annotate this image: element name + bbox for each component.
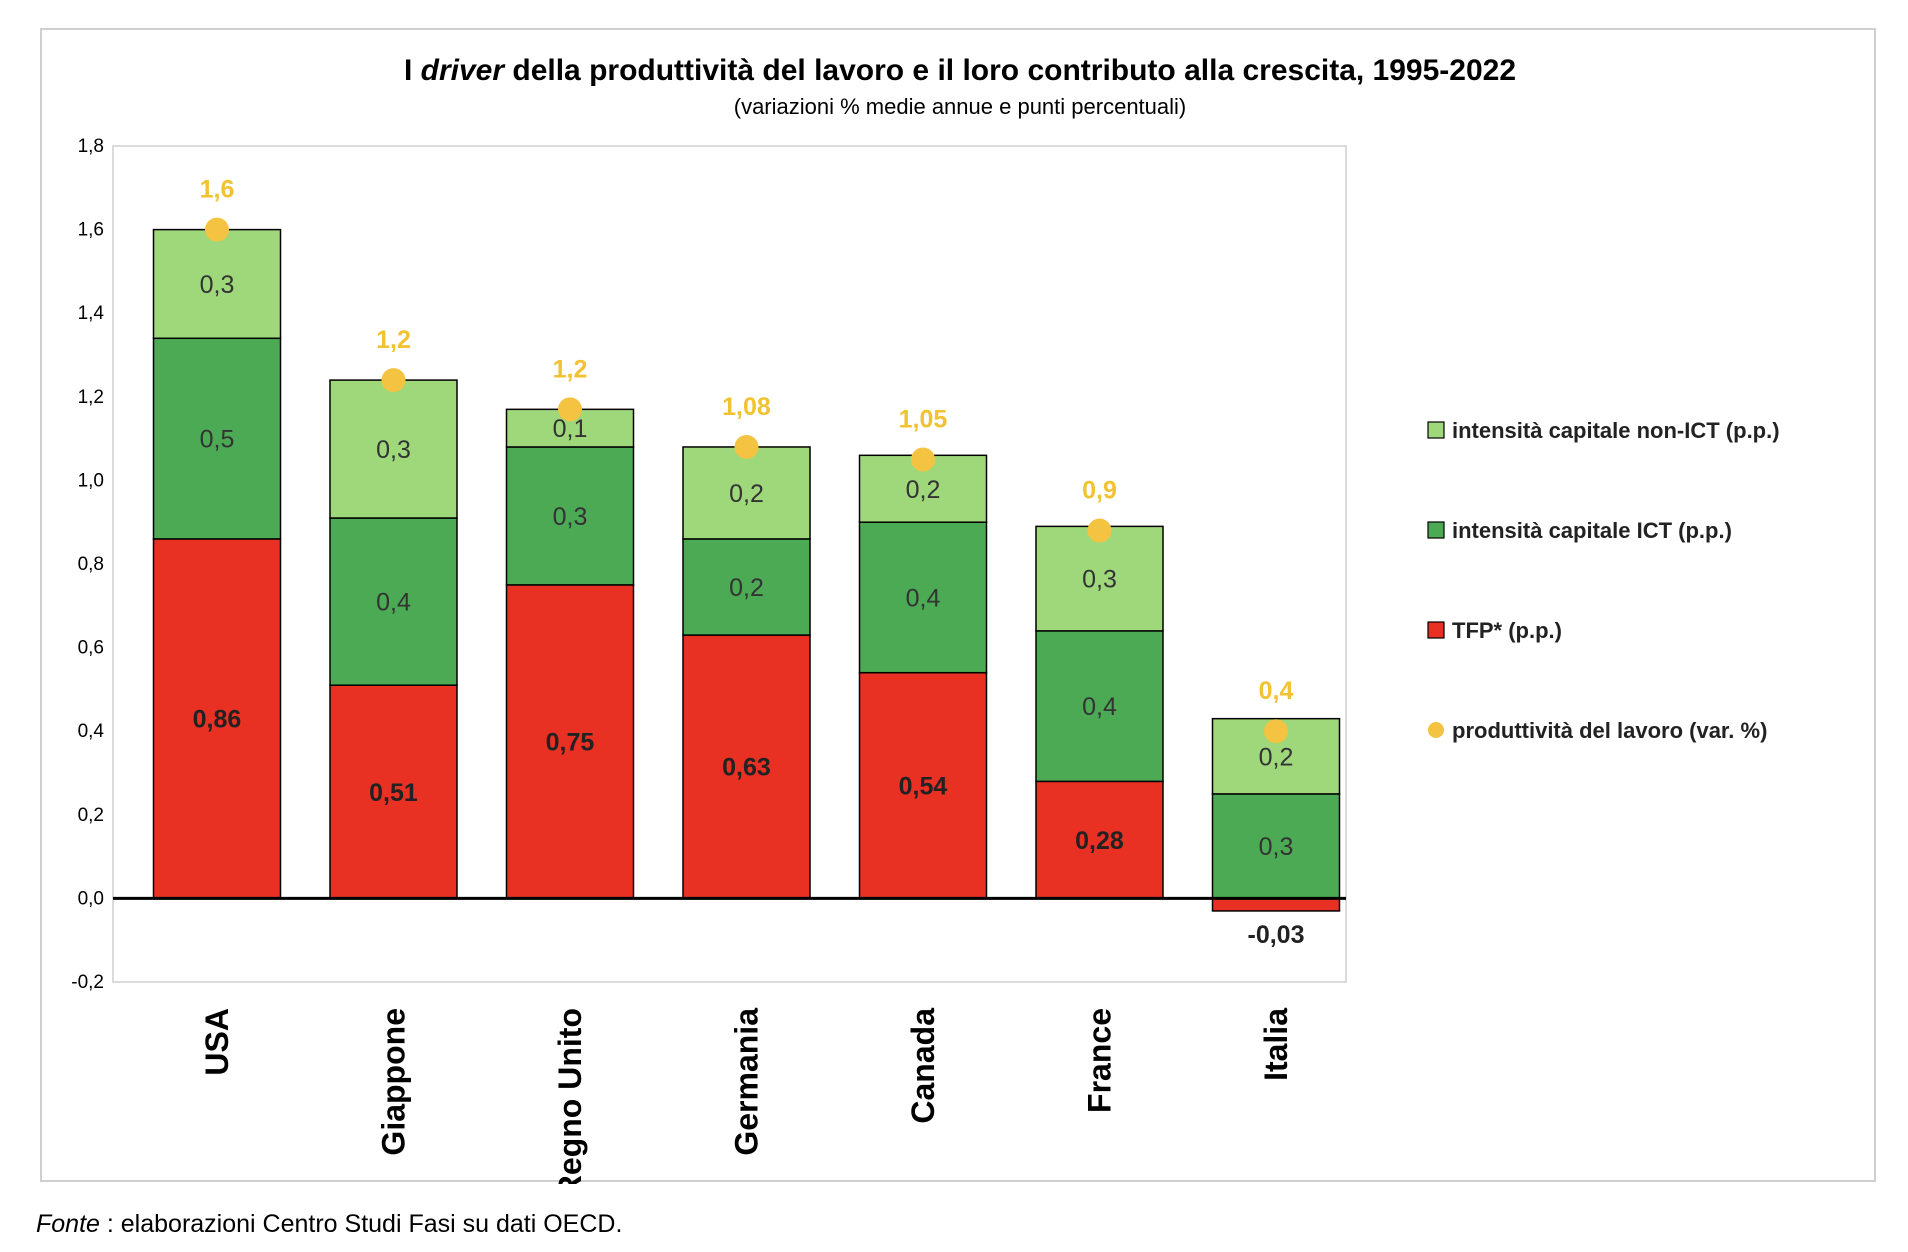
bar-segment <box>858 521 988 674</box>
segment-value-label: 0,3 <box>553 503 588 531</box>
bar-segment <box>682 634 811 900</box>
segment-value-label: 0,63 <box>722 754 771 782</box>
legend-swatch <box>1427 521 1445 539</box>
segment-value-label: 0,51 <box>369 779 418 807</box>
legend-swatch <box>1427 421 1445 439</box>
bar-segment <box>505 584 635 900</box>
y-tick-label: 1,4 <box>78 303 105 324</box>
segment-value-label: 0,5 <box>200 426 235 454</box>
source-text: : elaborazioni Centro Studi Fasi su dati… <box>99 1210 623 1238</box>
y-tick-label: 1,0 <box>78 470 104 491</box>
segment-value-label: 0,4 <box>1082 693 1117 721</box>
y-tick-label: 1,6 <box>78 220 104 241</box>
segment-value-label: 0,3 <box>1082 566 1117 594</box>
bar-segment <box>329 684 458 900</box>
y-tick-label: -0,2 <box>71 972 104 993</box>
title-part-2: della produttività del lavoro e il loro … <box>504 54 1516 87</box>
chart-subtitle: (variazioni % medie annue e punti percen… <box>734 94 1186 119</box>
source-note: Fonte : elaborazioni Centro Studi Fasi s… <box>36 1210 622 1239</box>
legend-label: TFP* (p.p.) <box>1452 618 1562 643</box>
chart-title: I driver della produttività del lavoro e… <box>404 54 1516 87</box>
chart-svg: I driver della produttività del lavoro e… <box>71 54 1780 1184</box>
productivity-label: 1,05 <box>899 406 948 434</box>
bar-segment <box>505 446 635 586</box>
productivity-marker <box>558 397 582 422</box>
segment-value-label: 0,3 <box>1259 833 1294 861</box>
segment-value-label: 0,2 <box>729 480 764 508</box>
segment-labels: 0,860,50,30,510,40,30,750,30,10,630,20,2… <box>193 271 1305 949</box>
legend-label: produttività del lavoro (var. %) <box>1452 718 1767 743</box>
productivity-label: 1,2 <box>553 355 588 383</box>
segment-value-label: 0,86 <box>193 706 242 734</box>
segment-value-label: 0,4 <box>906 584 941 612</box>
y-tick-label: 0,6 <box>78 638 104 659</box>
segment-value-label: 0,54 <box>899 773 948 801</box>
x-tick-label: Germania <box>729 1008 765 1156</box>
segment-value-label: 0,3 <box>376 436 411 464</box>
bar-segment <box>329 379 458 519</box>
bar-segment <box>858 671 988 900</box>
legend-label: intensità capitale non-ICT (p.p.) <box>1452 418 1780 443</box>
segment-value-label: 0,2 <box>729 574 764 602</box>
productivity-label: 1,2 <box>376 326 411 354</box>
source-label: Fonte <box>36 1210 100 1238</box>
segment-value-label: 0,2 <box>1259 743 1294 771</box>
productivity-label: 0,4 <box>1259 677 1294 705</box>
y-tick-label: 1,8 <box>78 136 104 157</box>
segment-value-label: 0,3 <box>200 271 235 299</box>
productivity-marker <box>381 368 406 393</box>
bar-segment <box>329 517 458 686</box>
y-axis: -0,2 0,0 0,2 0,4 0,6 0,8 1,0 1,2 1,4 1,6 1,8 <box>71 136 104 993</box>
legend: intensità capitale non-ICT (p.p.) intensi… <box>1427 418 1780 743</box>
bar-segment <box>1211 897 1341 912</box>
legend-swatch <box>1427 621 1445 639</box>
x-axis: USA Giappone Regno Unito Germania Canada Fran… <box>199 1008 1294 1184</box>
bar-segment <box>682 446 811 540</box>
y-tick-label: 0,4 <box>78 721 105 742</box>
bar-segment <box>1035 525 1164 632</box>
productivity-label: 0,9 <box>1082 477 1117 505</box>
segment-value-label: -0,03 <box>1248 921 1305 949</box>
bars <box>152 228 1341 912</box>
bar-segment <box>152 337 282 540</box>
y-tick-label: 0,0 <box>78 888 104 909</box>
segment-value-label: 0,2 <box>906 476 941 504</box>
x-tick-label: USA <box>199 1008 235 1076</box>
productivity-marker <box>1264 719 1288 744</box>
plot-area <box>112 145 1347 983</box>
x-tick-label: Italia <box>1258 1008 1294 1081</box>
segment-value-label: 0,28 <box>1075 827 1124 855</box>
chart-frame: I driver della produttività del lavoro e… <box>40 28 1876 1184</box>
x-tick-label: Canada <box>905 1008 941 1124</box>
legend-label: intensità capitale ICT (p.p.) <box>1452 518 1732 543</box>
title-part-italic: driver <box>421 54 507 87</box>
y-tick-label: 0,8 <box>78 554 104 575</box>
bar-segment <box>682 538 811 636</box>
productivity-marker <box>205 217 229 242</box>
productivity-marker <box>734 434 759 459</box>
x-tick-label: Regno Unito <box>552 1008 588 1184</box>
productivity-marker <box>911 447 935 472</box>
productivity-label: 1,6 <box>200 176 235 204</box>
title-part-1: I <box>404 54 421 87</box>
y-tick-label: 1,2 <box>78 387 104 408</box>
markers: 1,6 1,2 1,2 1,08 1,05 0,9 0,4 <box>200 176 1294 744</box>
y-tick-label: 0,2 <box>78 805 104 826</box>
segment-value-label: 0,75 <box>546 729 595 757</box>
segment-value-label: 0,4 <box>376 589 411 617</box>
x-tick-label: Giappone <box>376 1008 412 1156</box>
legend-marker-swatch <box>1428 722 1444 738</box>
productivity-marker <box>1087 518 1112 543</box>
x-tick-label: France <box>1082 1008 1118 1113</box>
productivity-label: 1,08 <box>722 393 771 421</box>
